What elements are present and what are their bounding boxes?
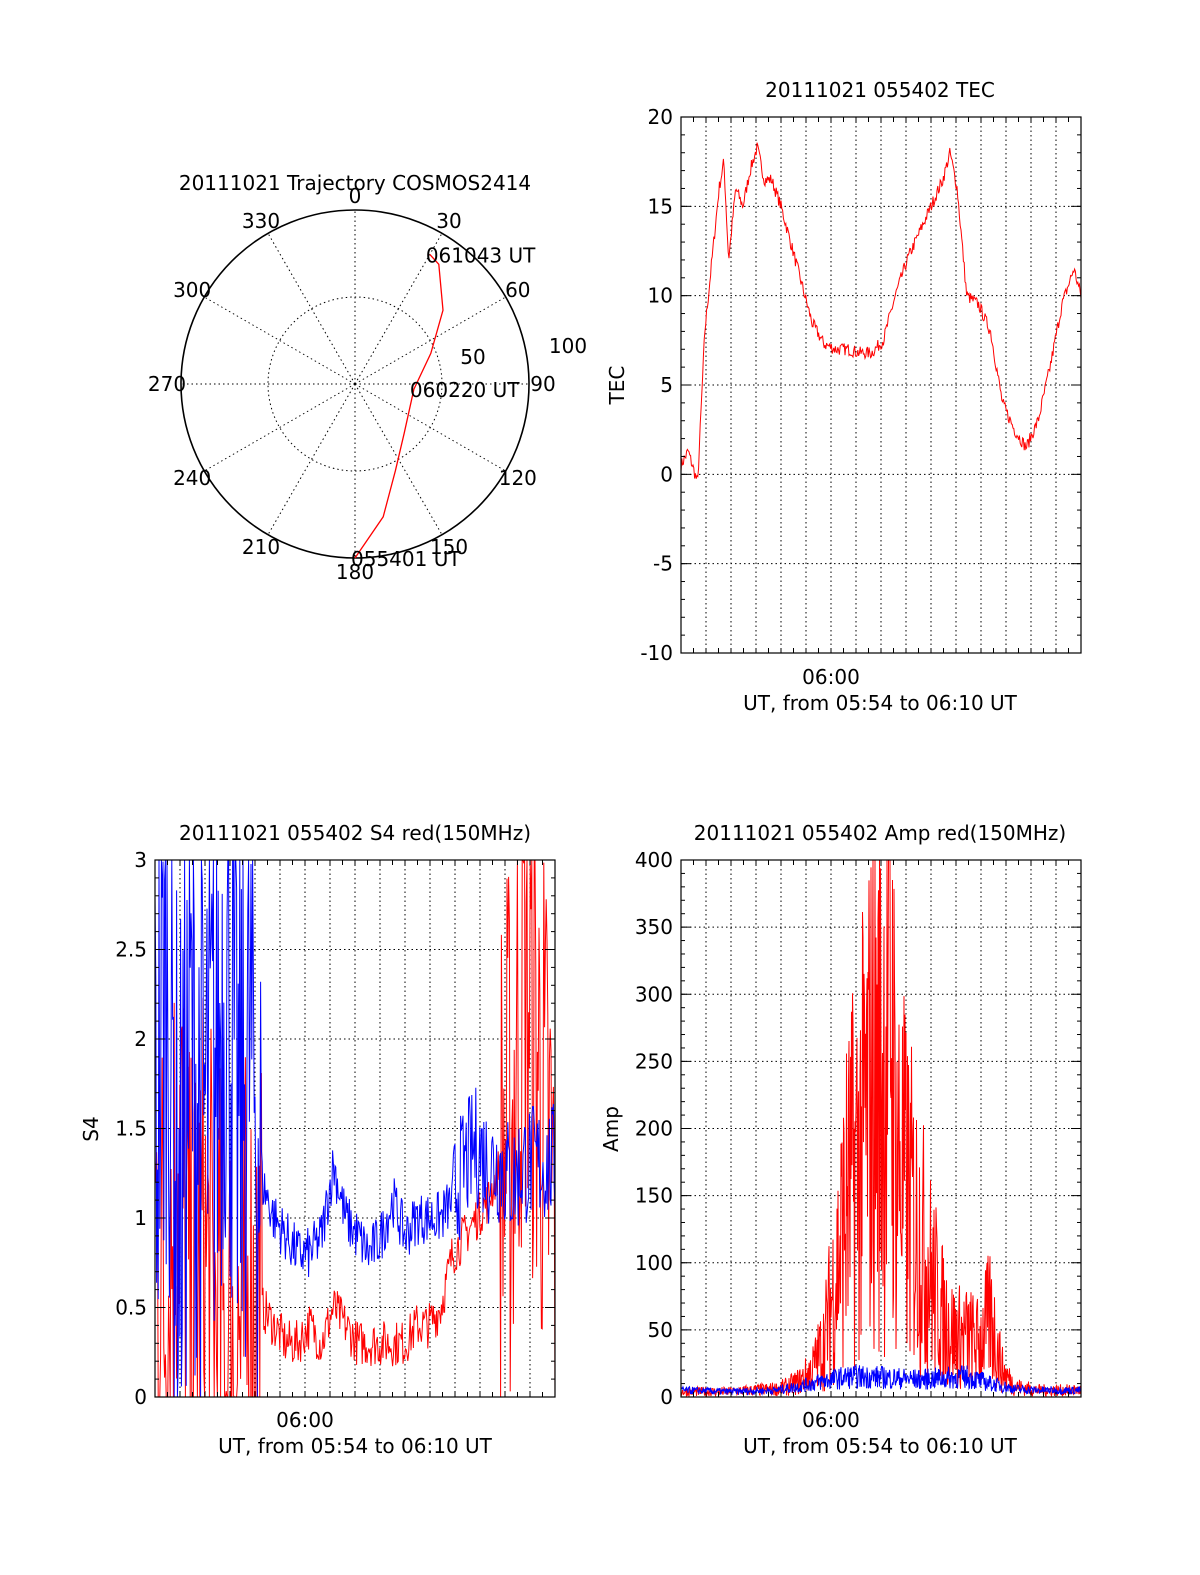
tec-line bbox=[680, 142, 1082, 479]
polar-angle-label: 150 bbox=[430, 535, 468, 559]
y-tick-label: 0 bbox=[660, 1385, 673, 1409]
polar-radial-label: 50 bbox=[460, 345, 485, 369]
polar-angle-label: 30 bbox=[436, 209, 461, 233]
amp-ylabel: Amp bbox=[599, 1106, 623, 1152]
y-tick-label: 0.5 bbox=[115, 1296, 147, 1320]
tec-xlabel: UT, from 05:54 to 06:10 UT bbox=[743, 691, 1018, 715]
s4-xlabel: UT, from 05:54 to 06:10 UT bbox=[218, 1434, 493, 1458]
amp-xtick-label: 06:00 bbox=[802, 1408, 860, 1432]
amp-series bbox=[680, 859, 1082, 1398]
y-tick-label: 400 bbox=[635, 848, 673, 872]
polar-angle-label: 240 bbox=[173, 466, 211, 490]
polar-spoke bbox=[354, 233, 443, 385]
polar-angle-label: 300 bbox=[173, 278, 211, 302]
polar-angle-label: 270 bbox=[148, 372, 186, 396]
polar-track bbox=[354, 253, 444, 559]
tec-xtick-label: 06:00 bbox=[802, 665, 860, 689]
tec-ylabel: TEC bbox=[605, 366, 629, 406]
amp-blue-line bbox=[680, 1364, 1082, 1396]
tec-ticks: -10 -5 0 5 10 15 20 bbox=[640, 105, 1082, 665]
y-tick-label: 150 bbox=[635, 1184, 673, 1208]
y-tick-label: 200 bbox=[635, 1117, 673, 1141]
polar-angle-label: 90 bbox=[530, 372, 555, 396]
amp-chart: 20111021 055402 Amp red(150MHz) 0 50 100 15… bbox=[599, 821, 1082, 1458]
polar-trajectory-chart: 20111021 Trajectory COSMOS2414 0 30 60 90 12… bbox=[148, 171, 587, 584]
y-tick-label: 1 bbox=[134, 1206, 147, 1230]
s4-blue-line bbox=[154, 859, 556, 1398]
y-tick-label: 2.5 bbox=[115, 938, 147, 962]
y-tick-label: 250 bbox=[635, 1049, 673, 1073]
polar-time-label: 055401 UT bbox=[351, 547, 461, 571]
polar-title: 20111021 Trajectory COSMOS2414 bbox=[179, 171, 531, 195]
y-tick-label: 0 bbox=[134, 1385, 147, 1409]
y-tick-label: 10 bbox=[648, 284, 673, 308]
y-tick-label: 3 bbox=[134, 848, 147, 872]
y-tick-label: 50 bbox=[648, 1318, 673, 1342]
polar-spoke bbox=[267, 383, 356, 535]
polar-spoke bbox=[354, 296, 506, 385]
polar-track-line bbox=[354, 253, 444, 559]
polar-radial-label: 100 bbox=[549, 334, 587, 358]
s4-chart: 20111021 055402 S4 red(150MHz) 0 0.5 1 1.5 2… bbox=[79, 821, 556, 1458]
tec-title: 20111021 055402 TEC bbox=[765, 78, 995, 102]
y-tick-label: 100 bbox=[635, 1251, 673, 1275]
polar-spoke bbox=[267, 233, 356, 385]
y-tick-label: 300 bbox=[635, 982, 673, 1006]
amp-red-line bbox=[680, 859, 1082, 1398]
tec-series bbox=[680, 142, 1082, 479]
s4-title: 20111021 055402 S4 red(150MHz) bbox=[179, 821, 531, 845]
s4-ylabel: S4 bbox=[79, 1116, 103, 1141]
s4-series bbox=[154, 859, 556, 1398]
tec-grid bbox=[681, 117, 1081, 653]
y-tick-label: 1.5 bbox=[115, 1117, 147, 1141]
polar-angle-label: 180 bbox=[336, 560, 374, 584]
amp-grid bbox=[681, 860, 1081, 1397]
y-tick-label: 2 bbox=[134, 1027, 147, 1051]
y-tick-label: -5 bbox=[653, 552, 673, 576]
polar-angle-label: 0 bbox=[349, 184, 362, 208]
polar-time-label: 061043 UT bbox=[426, 243, 536, 267]
y-tick-label: 15 bbox=[648, 194, 673, 218]
polar-angle-label: 210 bbox=[242, 535, 280, 559]
s4-ticks: 0 0.5 1 1.5 2 2.5 3 bbox=[115, 848, 556, 1409]
polar-spoke bbox=[354, 383, 506, 472]
s4-xtick-label: 06:00 bbox=[276, 1408, 334, 1432]
polar-angle-ticks: 0 30 60 90 120 150 180 210 240 270 300 330 50 100 bbox=[148, 184, 587, 584]
y-tick-label: 350 bbox=[635, 915, 673, 939]
polar-grid bbox=[181, 210, 529, 558]
polar-angle-label: 60 bbox=[505, 278, 530, 302]
polar-spoke bbox=[204, 383, 356, 472]
polar-spoke bbox=[204, 296, 356, 385]
polar-angle-label: 330 bbox=[242, 209, 280, 233]
y-tick-label: -10 bbox=[640, 641, 673, 665]
amp-title: 20111021 055402 Amp red(150MHz) bbox=[694, 821, 1066, 845]
polar-angle-label: 120 bbox=[499, 466, 537, 490]
y-tick-label: 5 bbox=[660, 373, 673, 397]
y-tick-label: 20 bbox=[648, 105, 673, 129]
amp-ticks: 0 50 100 150 200 250 300 350 400 bbox=[635, 848, 1082, 1409]
amp-xlabel: UT, from 05:54 to 06:10 UT bbox=[743, 1434, 1018, 1458]
y-tick-label: 0 bbox=[660, 462, 673, 486]
polar-time-label: 060220 UT bbox=[410, 378, 520, 402]
polar-annotations: 061043 UT 060220 UT 055401 UT bbox=[351, 243, 536, 571]
